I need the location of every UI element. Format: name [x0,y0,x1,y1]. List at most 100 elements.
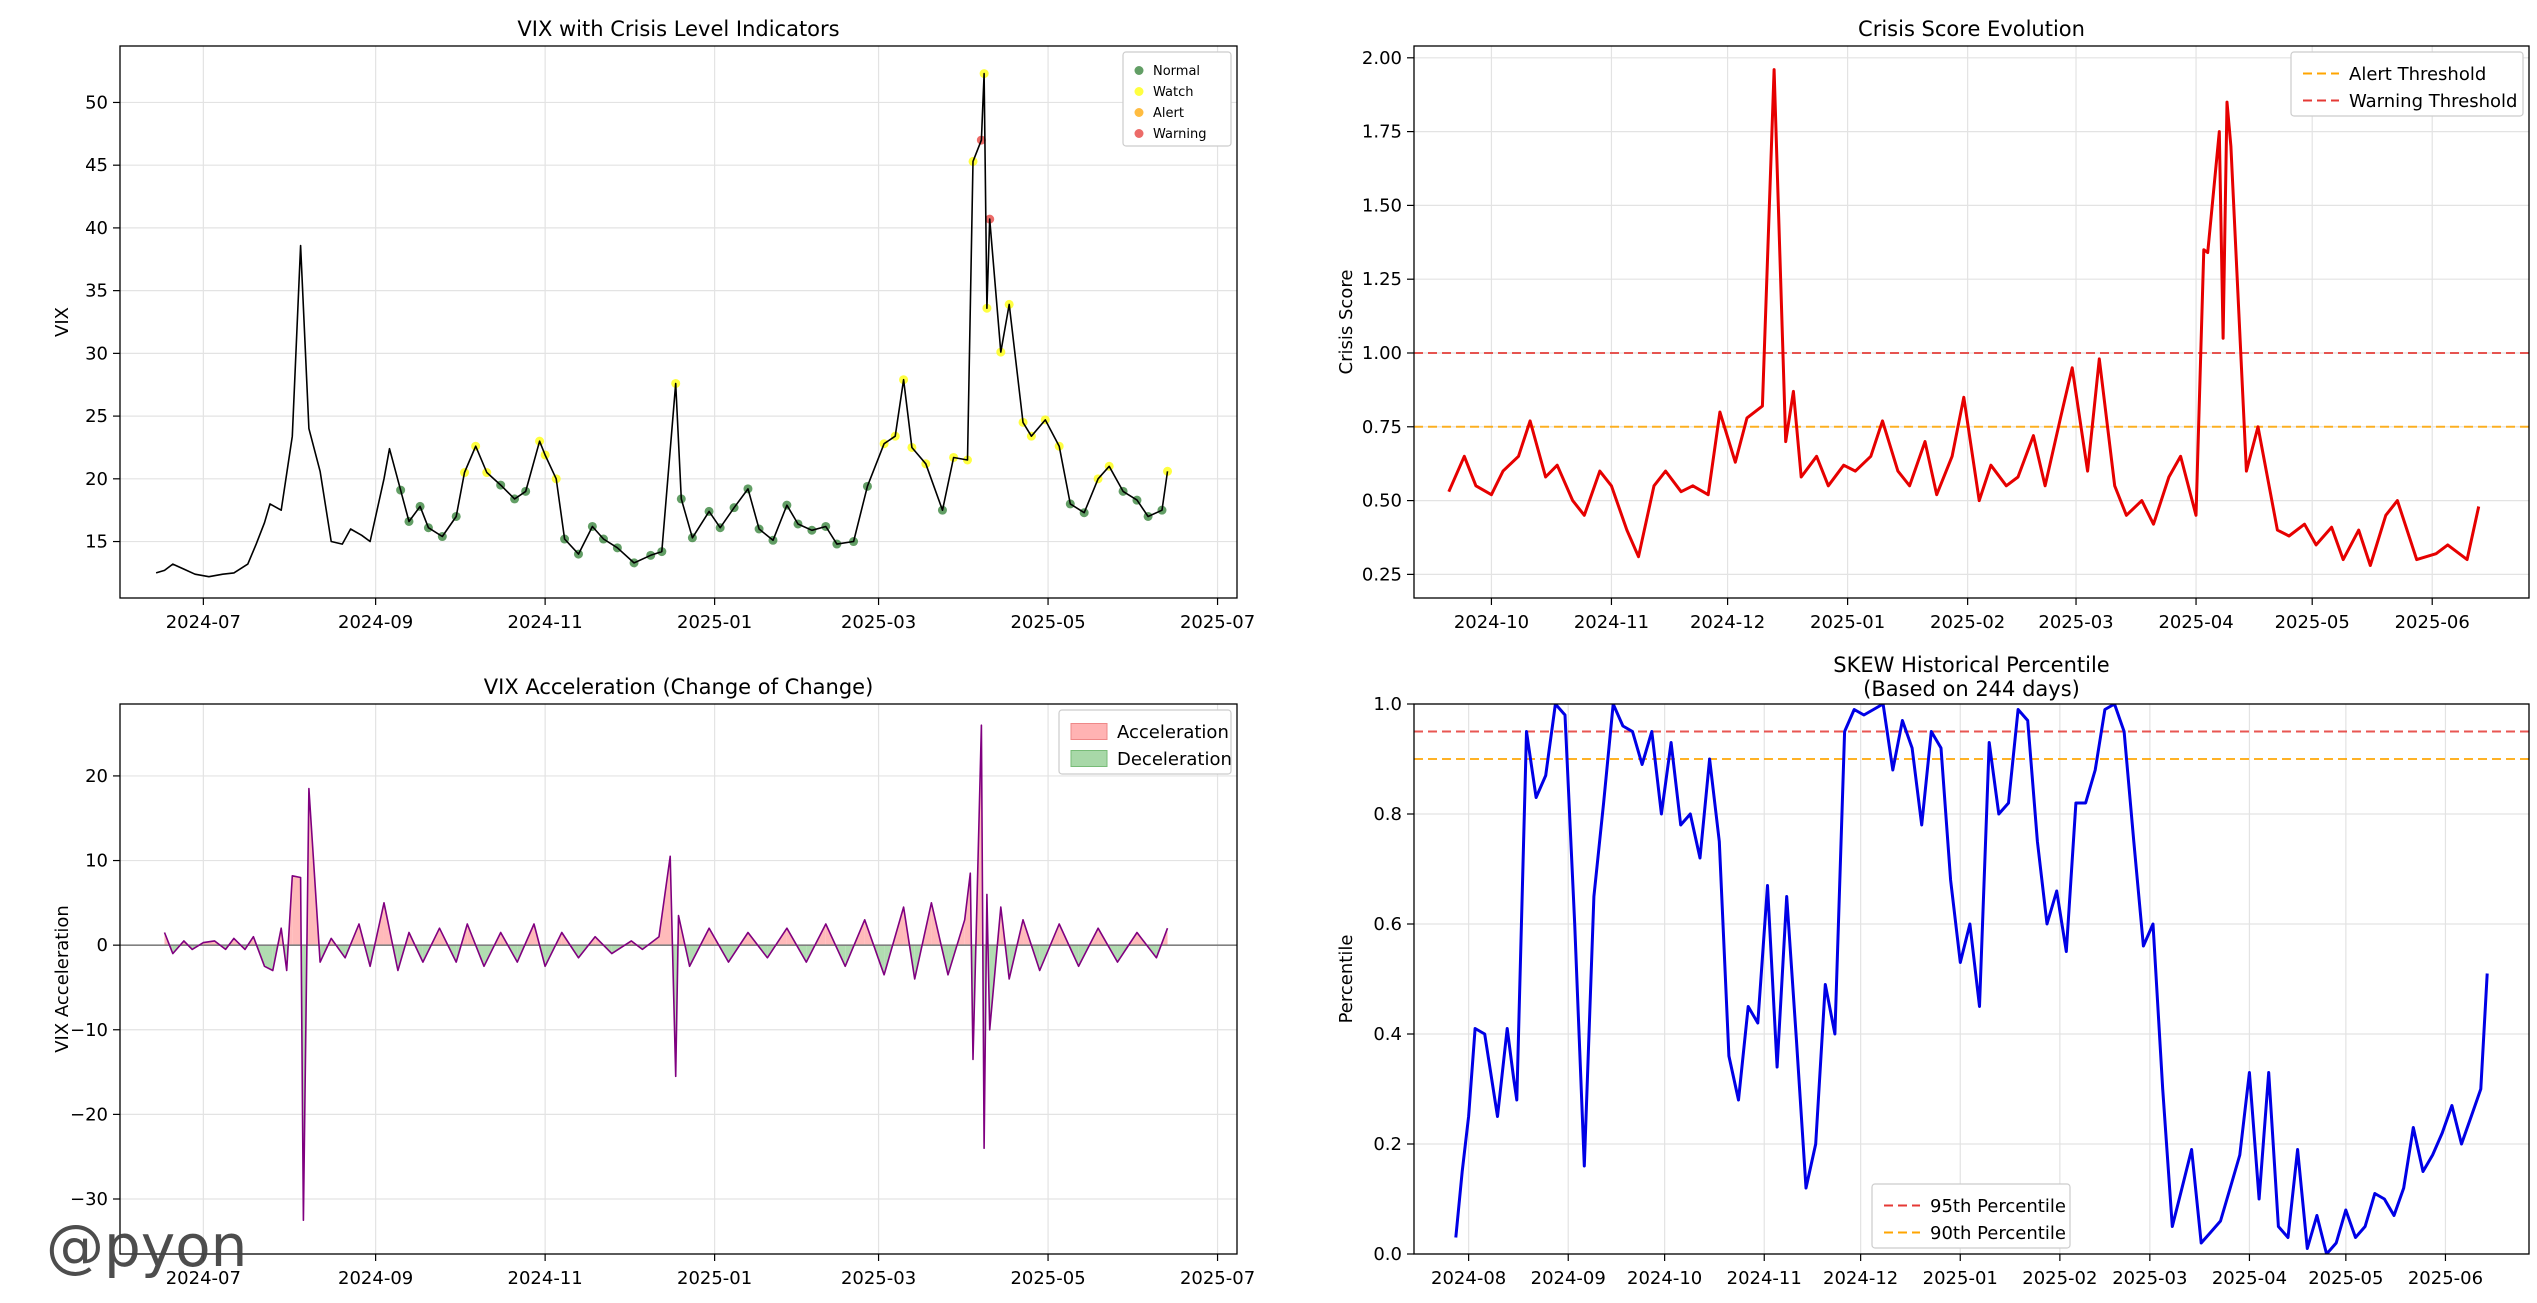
chart-subtitle: (Based on 244 days) [1863,677,2080,701]
chart-2: 2024-10 2024-11 2024-12 2025-01 2025-02 2025-… [1336,17,2530,633]
y-tick-label: −10 [70,1020,108,1041]
x-tick-label: 2024-12 [1690,612,1765,633]
axes-frame [119,703,1238,1255]
y-tick-label: 35 [85,281,108,302]
x-tick-label: 2025-05 [2308,1268,2383,1289]
chart-3: 2024-07 2024-09 2024-11 2025-01 2025-03 2025-… [52,675,1255,1289]
x-tick-label: 2025-02 [2022,1268,2097,1289]
x-tick-label: 2024-07 [166,612,241,633]
y-tick-label: 1.00 [1362,343,1402,364]
x-tick-label: 2025-01 [1810,612,1885,633]
y-axis-label: VIX [52,307,73,337]
y-tick-label: −30 [70,1189,108,1210]
y-tick-label: 15 [85,532,108,553]
x-tick-label: 2024-09 [338,1268,413,1289]
y-tick-label: 0 [97,935,108,956]
legend-label: 95th Percentile [1930,1196,2066,1217]
x-tick-label: 2025-05 [1010,612,1085,633]
x-tick-label: 2024-10 [1454,612,1529,633]
x-tick-label: 2025-02 [1930,612,2005,633]
chart-1: 2024-07 2024-09 2024-11 2025-01 2025-03 2025-… [52,17,1255,633]
x-tick-label: 2025-05 [1010,1268,1085,1289]
y-tick-label: 0.8 [1373,804,1402,825]
legend-label: 90th Percentile [1930,1223,2066,1244]
legend-label: Alert Threshold [2349,64,2486,85]
y-tick-label: 0.0 [1373,1244,1402,1265]
x-tick-label: 2025-03 [2112,1268,2187,1289]
y-tick-label: 25 [85,406,108,427]
x-tick-label: 2025-01 [677,612,752,633]
legend-swatch [1070,750,1108,767]
x-tick-label: 2025-04 [2158,612,2233,633]
x-tick-label: 2025-05 [2275,612,2350,633]
chart-title: VIX with Crisis Level Indicators [517,17,839,41]
x-tick-label: 2024-11 [508,1268,583,1289]
chart-4: 2024-08 2024-09 2024-10 2024-11 2024-12 2025-… [1336,653,2530,1289]
y-tick-label: 40 [85,218,108,239]
legend-marker [1134,108,1144,117]
y-tick-label: 20 [85,469,108,490]
legend-label: Watch [1153,85,1193,100]
y-tick-label: 0.50 [1362,491,1402,512]
x-tick-label: 2025-01 [677,1268,752,1289]
legend: Alert Threshold Warning Threshold [2290,51,2524,117]
legend-label: Acceleration [1117,722,1229,743]
skew-percentile-line [1454,704,2489,1254]
legend-frame [1122,51,1232,147]
legend: Normal Watch Alert Warning [1122,51,1232,147]
chart-title: Crisis Score Evolution [1858,17,2085,41]
y-tick-label: 0.6 [1373,914,1402,935]
y-axis-label: Crisis Score [1336,270,1357,375]
y-tick-label: −20 [70,1104,108,1125]
y-tick-label: 20 [85,766,108,787]
legend-label: Warning [1153,127,1206,142]
x-tick-label: 2025-06 [2395,612,2470,633]
y-tick-label: 0.25 [1362,564,1402,585]
x-tick-label: 2025-03 [2038,612,2113,633]
legend-label: Alert [1153,106,1184,121]
acceleration-fill [292,875,301,946]
x-tick-label: 2024-08 [1431,1268,1506,1289]
y-tick-label: 45 [85,155,108,176]
chart-title: SKEW Historical Percentile [1833,653,2109,677]
y-tick-label: 1.25 [1362,269,1402,290]
vix-line [155,72,1169,578]
legend: 95th Percentile 90th Percentile [1871,1183,2071,1249]
axes-frame [1413,703,2530,1255]
legend: Acceleration Deceleration [1058,709,1232,775]
axes-frame [1413,45,2530,599]
x-tick-label: 2025-04 [2212,1268,2287,1289]
legend-marker [1134,129,1144,138]
y-tick-label: 1.50 [1362,195,1402,216]
x-tick-label: 2024-07 [166,1268,241,1289]
deceleration-fill [264,945,273,971]
y-tick-label: 50 [85,92,108,113]
x-tick-label: 2024-11 [508,612,583,633]
legend-marker [1134,66,1144,75]
axes-frame [119,45,1238,599]
x-tick-label: 2025-07 [1180,612,1255,633]
legend-label: Normal [1153,64,1200,79]
crisis-score-line [1447,68,2481,567]
x-tick-label: 2024-11 [1727,1268,1802,1289]
watermark: @pyon [46,1212,248,1280]
x-tick-label: 2025-03 [841,612,916,633]
y-tick-label: 1.0 [1373,694,1402,715]
legend-frame [2290,51,2524,117]
x-tick-label: 2025-01 [1923,1268,1998,1289]
y-tick-label: 10 [85,851,108,872]
y-tick-label: 0.2 [1373,1134,1402,1155]
y-tick-label: 0.75 [1362,417,1402,438]
legend-frame [1871,1183,2071,1249]
x-tick-label: 2025-03 [841,1268,916,1289]
y-tick-label: 0.4 [1373,1024,1402,1045]
y-axis-label: Percentile [1336,935,1357,1024]
legend-label: Warning Threshold [2349,91,2517,112]
x-tick-label: 2024-12 [1823,1268,1898,1289]
x-tick-label: 2024-10 [1627,1268,1702,1289]
vix-marker [1163,466,1173,476]
y-tick-label: 1.75 [1362,122,1402,143]
legend-swatch [1070,723,1108,740]
vix-acceleration-line [163,724,1169,1221]
